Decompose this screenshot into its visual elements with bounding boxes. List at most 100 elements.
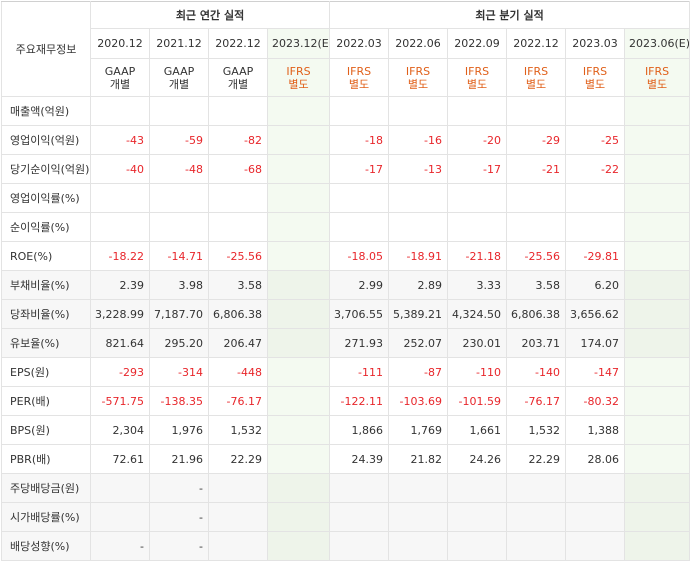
table-cell: 1,769 bbox=[388, 415, 449, 445]
row-label: 유보율(%) bbox=[1, 328, 91, 358]
table-cell: -40 bbox=[90, 154, 150, 184]
table-cell bbox=[565, 473, 626, 503]
table-cell bbox=[624, 473, 690, 503]
table-cell: 6,806.38 bbox=[208, 299, 268, 329]
table-cell: 72.61 bbox=[90, 444, 150, 474]
table-cell: -80.32 bbox=[565, 386, 626, 416]
row-label: 주당배당금(원) bbox=[1, 473, 91, 503]
table-cell bbox=[624, 96, 690, 126]
table-cell: -293 bbox=[90, 357, 150, 387]
accounting-standard: IFRS bbox=[582, 64, 608, 78]
table-cell bbox=[388, 531, 449, 561]
table-cell bbox=[208, 531, 268, 561]
table-cell bbox=[624, 299, 690, 329]
table-row: 배당성향(%) - - bbox=[1, 531, 690, 561]
table-cell bbox=[565, 183, 626, 213]
table-cell: 24.39 bbox=[329, 444, 390, 474]
table-cell: 3.58 bbox=[208, 270, 268, 300]
table-cell: -18.22 bbox=[90, 241, 150, 271]
table-cell: -21.18 bbox=[447, 241, 508, 271]
table-cell bbox=[266, 357, 331, 387]
table-cell: 252.07 bbox=[388, 328, 449, 358]
table-cell: 21.96 bbox=[149, 444, 209, 474]
table-cell: -140 bbox=[506, 357, 567, 387]
table-cell: -110 bbox=[447, 357, 508, 387]
period-header: 2020.12 bbox=[90, 28, 150, 59]
table-cell bbox=[266, 502, 331, 532]
table-cell bbox=[266, 183, 331, 213]
table-cell bbox=[624, 502, 690, 532]
row-label: ROE(%) bbox=[1, 241, 91, 271]
row-label: 영업이익률(%) bbox=[1, 183, 91, 213]
statement-type: 개별 bbox=[109, 77, 131, 91]
table-cell: -29 bbox=[506, 125, 567, 155]
accounting-standard: IFRS bbox=[464, 64, 490, 78]
table-cell bbox=[90, 212, 150, 242]
table-cell: -103.69 bbox=[388, 386, 449, 416]
statement-type: 별도 bbox=[466, 77, 488, 91]
table-cell bbox=[447, 531, 508, 561]
table-cell: -68 bbox=[208, 154, 268, 184]
table-cell bbox=[565, 212, 626, 242]
table-cell bbox=[506, 531, 567, 561]
table-cell bbox=[266, 154, 331, 184]
table-cell bbox=[506, 502, 567, 532]
table-cell bbox=[624, 241, 690, 271]
annual-group-header: 최근 연간 실적 bbox=[89, 1, 331, 29]
table-cell: 174.07 bbox=[565, 328, 626, 358]
table-cell bbox=[266, 444, 331, 474]
period-header: 2021.12 bbox=[149, 28, 209, 59]
table-cell bbox=[329, 96, 390, 126]
table-cell bbox=[90, 473, 150, 503]
table-cell: -571.75 bbox=[90, 386, 150, 416]
accounting-standard: IFRS bbox=[523, 64, 549, 78]
table-cell: -147 bbox=[565, 357, 626, 387]
table-cell bbox=[447, 96, 508, 126]
table-cell bbox=[447, 473, 508, 503]
table-cell bbox=[388, 502, 449, 532]
statement-type: 별도 bbox=[288, 77, 309, 91]
table-cell bbox=[388, 212, 449, 242]
table-cell: -29.81 bbox=[565, 241, 626, 271]
table-cell bbox=[208, 473, 268, 503]
accounting-standard: IFRS bbox=[346, 64, 372, 78]
table-cell: 6,806.38 bbox=[506, 299, 567, 329]
table-cell: 1,532 bbox=[506, 415, 567, 445]
table-cell: -48 bbox=[149, 154, 209, 184]
table-cell: -448 bbox=[208, 357, 268, 387]
row-label: PBR(배) bbox=[1, 444, 91, 474]
table-cell bbox=[624, 415, 690, 445]
table-cell bbox=[624, 183, 690, 213]
table-cell: -101.59 bbox=[447, 386, 508, 416]
period-header: 2023.06(E) bbox=[624, 28, 690, 59]
table-cell: 22.29 bbox=[208, 444, 268, 474]
table-cell: 1,661 bbox=[447, 415, 508, 445]
table-cell bbox=[624, 444, 690, 474]
table-cell: 206.47 bbox=[208, 328, 268, 358]
table-cell bbox=[565, 502, 626, 532]
accounting-basis-header: IFRS 별도 bbox=[565, 58, 626, 97]
table-cell: -14.71 bbox=[149, 241, 209, 271]
table-cell bbox=[208, 212, 268, 242]
accounting-standard: GAAP bbox=[222, 64, 254, 78]
table-cell bbox=[90, 96, 150, 126]
row-label: 당기순이익(억원) bbox=[1, 154, 91, 184]
accounting-standard: IFRS bbox=[405, 64, 431, 78]
table-cell: -138.35 bbox=[149, 386, 209, 416]
row-label: 부채비율(%) bbox=[1, 270, 91, 300]
table-cell: -59 bbox=[149, 125, 209, 155]
row-label: 순이익률(%) bbox=[1, 212, 91, 242]
statement-type: 별도 bbox=[646, 77, 668, 91]
statement-type: 별도 bbox=[407, 77, 429, 91]
table-row: BPS(원) 2,304 1,976 1,532 1,866 1,769 1,661 1,53… bbox=[1, 415, 690, 445]
table-cell: 7,187.70 bbox=[149, 299, 209, 329]
table-cell: -21 bbox=[506, 154, 567, 184]
table-cell bbox=[266, 328, 331, 358]
table-cell: -17 bbox=[447, 154, 508, 184]
table-cell: 203.71 bbox=[506, 328, 567, 358]
quarterly-group-header: 최근 분기 실적 bbox=[329, 1, 690, 29]
accounting-basis-header: GAAP 개별 bbox=[149, 58, 209, 97]
table-cell: 3,706.55 bbox=[329, 299, 390, 329]
row-label: 당좌비율(%) bbox=[1, 299, 91, 329]
